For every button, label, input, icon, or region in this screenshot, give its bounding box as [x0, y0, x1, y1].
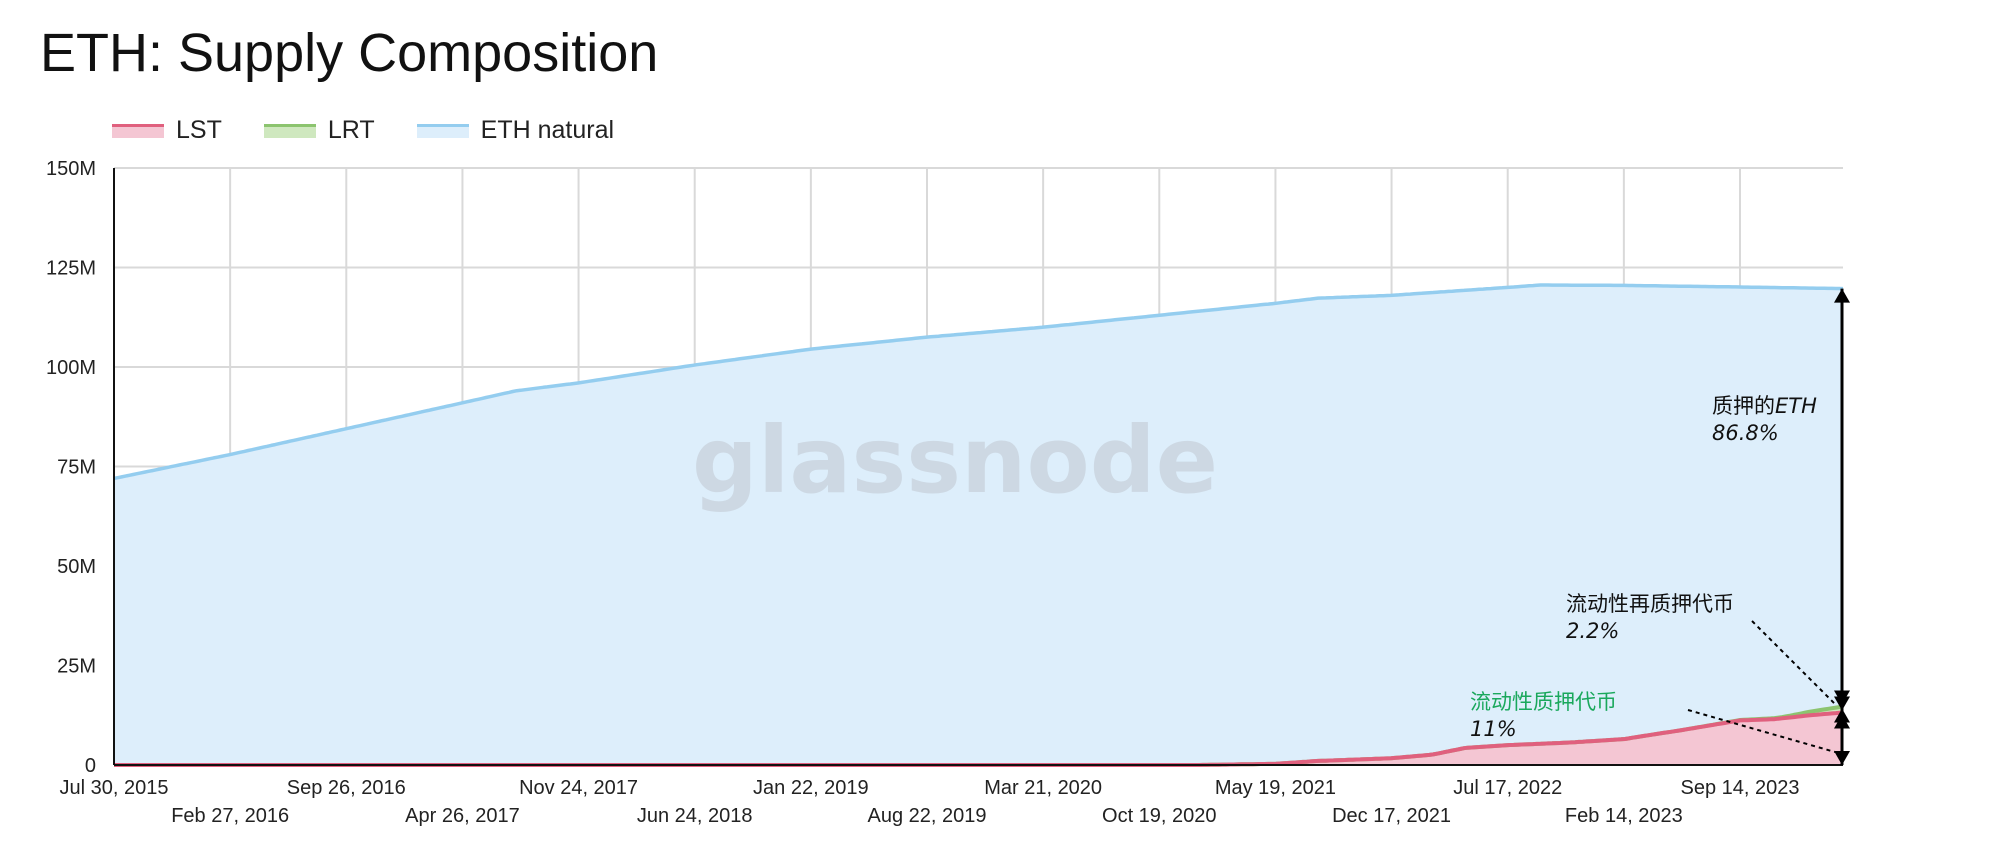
- arrowhead-staked-top: [1834, 288, 1850, 303]
- annotation-lst-label: 流动性质押代币: [1470, 690, 1617, 714]
- x-tick-label: Jan 22, 2019: [753, 777, 869, 799]
- legend-swatch-eth-natural: [416, 123, 469, 138]
- x-tick-label: Feb 14, 2023: [1565, 805, 1683, 827]
- legend-swatch-lrt: [263, 123, 316, 138]
- y-tick-label: 25M: [57, 656, 96, 678]
- x-tick-label: Mar 21, 2020: [984, 777, 1102, 799]
- y-tick-label: 0: [85, 755, 96, 777]
- watermark: glassnode: [692, 407, 1218, 514]
- x-tick-label: Aug 22, 2019: [868, 805, 987, 827]
- annotation-lst-leader: [1687, 709, 1836, 753]
- legend-item-lst[interactable]: LST: [112, 116, 222, 145]
- annotation-staked-eth-pct: 86.8%: [1712, 421, 1779, 445]
- area-eth-natural: [114, 285, 1843, 765]
- legend-label-lst: LST: [176, 116, 222, 144]
- x-tick-label: Oct 19, 2020: [1102, 805, 1217, 827]
- x-tick-label: Nov 24, 2017: [519, 777, 638, 799]
- legend-label-eth-natural: ETH natural: [480, 116, 615, 144]
- y-tick-label: 125M: [46, 258, 96, 280]
- y-tick-label: 50M: [57, 556, 96, 578]
- arrowhead-lst-top: [1834, 714, 1850, 729]
- y-tick-label: 150M: [46, 158, 96, 180]
- area-lst: [114, 712, 1843, 765]
- x-tick-label: Jul 17, 2022: [1453, 777, 1562, 799]
- legend-label-lrt: LRT: [327, 116, 375, 144]
- y-tick-label: 100M: [46, 357, 96, 379]
- annotation-lrt-leader: [1751, 620, 1836, 705]
- line-eth-natural: [113, 283, 1844, 481]
- x-tick-label: Dec 17, 2021: [1332, 805, 1451, 827]
- x-tick-label: May 19, 2021: [1215, 777, 1336, 799]
- x-tick-label: Sep 26, 2016: [287, 777, 406, 799]
- x-tick-label: Apr 26, 2017: [405, 805, 520, 827]
- chart-title: ETH: Supply Composition: [40, 23, 659, 83]
- x-tick-label: Feb 27, 2016: [171, 805, 289, 827]
- legend-item-lrt[interactable]: LRT: [263, 116, 375, 145]
- x-tick-label: Jun 24, 2018: [637, 805, 753, 827]
- annotation-lrt-pct: 2.2%: [1566, 619, 1619, 643]
- x-tick-label: Sep 14, 2023: [1681, 777, 1800, 799]
- annotation-staked-eth-label: 质押的ETH: [1712, 394, 1817, 418]
- arrowhead-lrt-bottom: [1834, 696, 1850, 711]
- annotation-lst-pct: 11%: [1470, 717, 1517, 741]
- annotation-lrt-label: 流动性再质押代币: [1566, 592, 1734, 616]
- y-tick-label: 75M: [57, 457, 96, 479]
- legend-swatch-lst: [112, 123, 164, 138]
- legend: LST LRT ETH natural: [112, 116, 614, 145]
- x-tick-label: Jul 30, 2015: [60, 777, 169, 799]
- legend-item-eth-natural[interactable]: ETH natural: [416, 116, 615, 145]
- arrowhead-lst-bottom: [1834, 751, 1850, 765]
